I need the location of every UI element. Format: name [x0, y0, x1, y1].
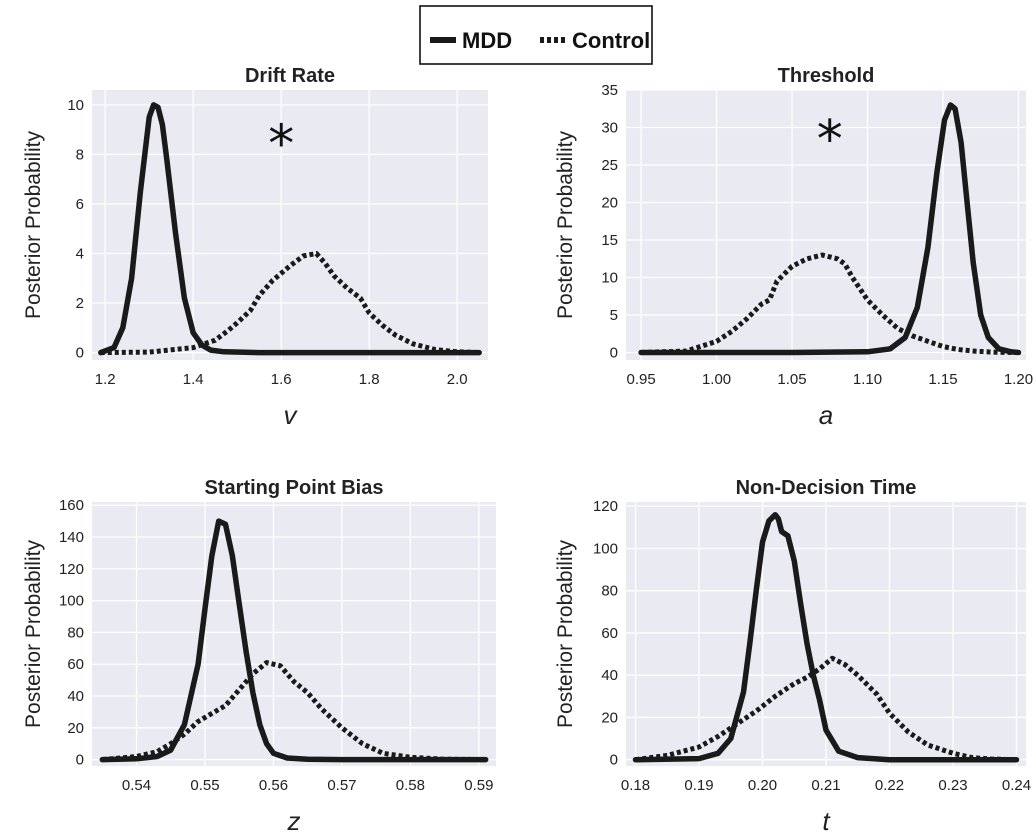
x-tick-label: 0.54 — [122, 777, 151, 794]
legend-label-control: Control — [572, 28, 650, 53]
plot-area — [92, 502, 496, 766]
x-tick-label: 1.2 — [95, 371, 116, 388]
x-tick-label: 0.19 — [684, 777, 713, 794]
x-axis-label: v — [284, 400, 299, 430]
x-axis-label: a — [819, 400, 833, 430]
x-tick-label: 1.00 — [702, 371, 731, 388]
y-tick-label: 2 — [76, 295, 84, 312]
y-axis-label: Posterior Probability — [22, 540, 45, 728]
y-tick-label: 20 — [67, 720, 84, 737]
y-tick-label: 0 — [610, 752, 618, 769]
x-tick-label: 1.15 — [928, 371, 957, 388]
y-tick-label: 20 — [601, 195, 618, 212]
y-tick-label: 15 — [601, 232, 618, 249]
y-tick-label: 8 — [76, 146, 84, 163]
y-tick-label: 35 — [601, 82, 618, 99]
x-tick-label: 0.23 — [938, 777, 967, 794]
x-tick-label: 0.55 — [190, 777, 219, 794]
y-tick-label: 80 — [67, 624, 84, 641]
y-axis-label: Posterior Probability — [554, 540, 577, 728]
x-tick-label: 0.58 — [396, 777, 425, 794]
y-tick-label: 60 — [601, 625, 618, 642]
chart-title: Non-Decision Time — [736, 477, 917, 499]
series-line-control — [102, 660, 486, 763]
x-tick-label: 0.20 — [748, 777, 777, 794]
y-tick-label: 100 — [59, 593, 84, 610]
x-tick-label: 0.22 — [875, 777, 904, 794]
x-axis-label: z — [287, 806, 301, 836]
panel-0: 0 2 4 6 8 10 1.2 1.4 1.6 1.8 2.0 Drift Rate v Posteri… — [22, 65, 488, 430]
series-line-mdd — [632, 511, 1020, 763]
y-tick-label: 40 — [601, 667, 618, 684]
x-tick-label: 0.56 — [259, 777, 288, 794]
chart-title: Starting Point Bias — [205, 477, 384, 499]
series-line-control — [641, 252, 1019, 355]
legend-label-mdd: MDD — [462, 28, 512, 53]
x-tick-label: 0.95 — [626, 371, 655, 388]
y-tick-label: 120 — [59, 561, 84, 578]
panel-1: 0 5 10 15 20 25 30 35 0.95 1.00 1.05 1.10 1.15 1.20 Th… — [554, 65, 1033, 430]
y-axis-label: Posterior Probability — [554, 131, 577, 319]
series-line-mdd — [98, 102, 482, 356]
x-tick-label: 0.59 — [464, 777, 493, 794]
y-tick-label: 5 — [610, 307, 618, 324]
y-tick-label: 0 — [76, 345, 84, 362]
plot-area — [92, 90, 488, 360]
y-tick-label: 0 — [76, 752, 84, 769]
panel-2: 0 20 40 60 80 100 120 140 160 0.54 0.55 0.56 0.57 0.5… — [22, 477, 496, 836]
series-line-control — [635, 655, 1017, 763]
panel-3: 0 20 40 60 80 100 120 0.18 0.19 0.20 0.21 0.22 0.23 0… — [554, 477, 1031, 836]
y-axis-label: Posterior Probability — [22, 131, 45, 319]
x-tick-label: 1.10 — [853, 371, 882, 388]
y-tick-label: 160 — [59, 497, 84, 514]
x-tick-label: 1.8 — [359, 371, 380, 388]
y-tick-label: 80 — [601, 583, 618, 600]
y-tick-label: 120 — [593, 498, 618, 515]
series-line-control — [100, 251, 480, 356]
x-tick-label: 0.24 — [1002, 777, 1031, 794]
x-tick-label: 2.0 — [447, 371, 468, 388]
y-tick-label: 60 — [67, 656, 84, 673]
x-tick-label: 0.57 — [327, 777, 356, 794]
y-tick-label: 140 — [59, 529, 84, 546]
chart-title: Threshold — [778, 65, 875, 87]
legend: MDD Control — [419, 5, 653, 65]
y-tick-label: 6 — [76, 196, 84, 213]
significance-marker: * — [817, 110, 843, 170]
y-tick-label: 4 — [76, 245, 84, 262]
y-tick-label: 100 — [593, 540, 618, 557]
y-tick-label: 20 — [601, 709, 618, 726]
x-tick-label: 1.4 — [183, 371, 204, 388]
chart-title: Drift Rate — [245, 65, 335, 87]
x-tick-label: 1.05 — [777, 371, 806, 388]
y-tick-label: 10 — [67, 97, 84, 114]
series-line-mdd — [99, 518, 489, 763]
x-tick-label: 0.18 — [621, 777, 650, 794]
y-tick-label: 40 — [67, 688, 84, 705]
y-tick-label: 10 — [601, 270, 618, 287]
y-tick-label: 30 — [601, 120, 618, 137]
x-tick-label: 0.21 — [811, 777, 840, 794]
y-tick-label: 25 — [601, 157, 618, 174]
x-tick-label: 1.20 — [1004, 371, 1033, 388]
y-tick-label: 0 — [610, 345, 618, 362]
series-line-mdd — [638, 102, 1022, 356]
x-tick-label: 1.6 — [271, 371, 292, 388]
significance-marker: * — [268, 115, 294, 175]
x-axis-label: t — [822, 806, 831, 836]
